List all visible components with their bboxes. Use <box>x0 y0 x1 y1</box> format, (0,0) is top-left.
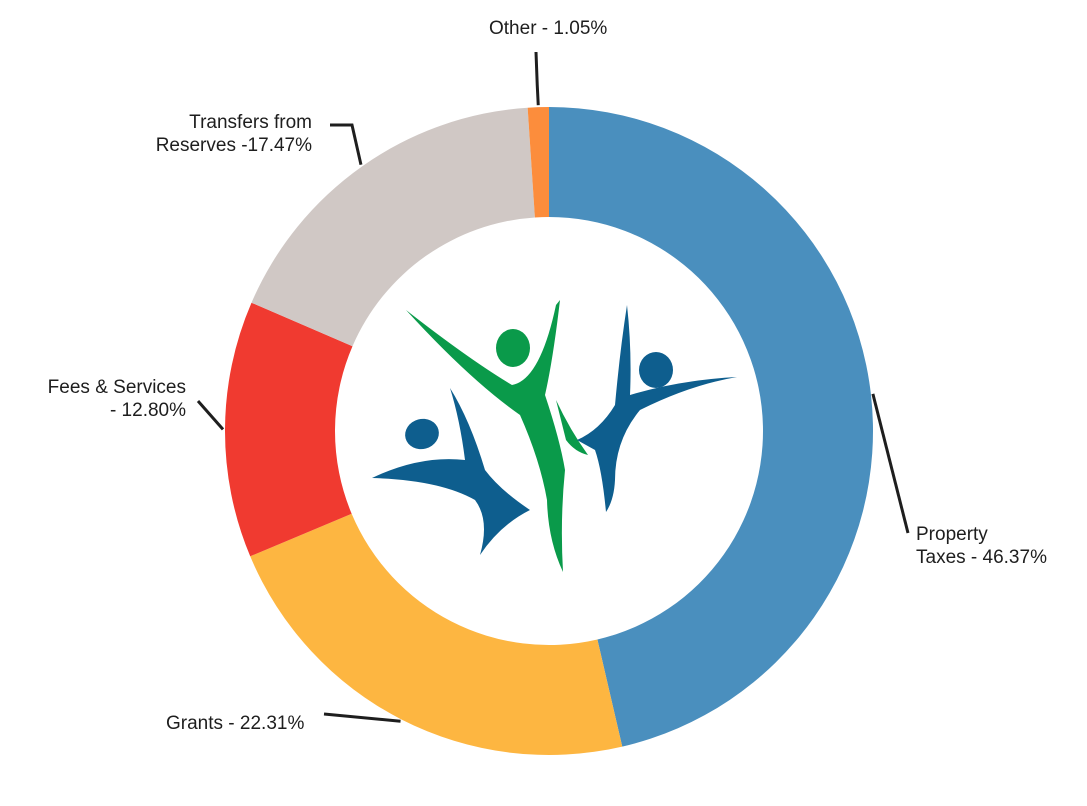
slice-fees-services <box>224 302 353 557</box>
label-line: Reserves -17.47% <box>155 135 312 156</box>
label-line: Fees & Services <box>47 377 186 398</box>
slice-property-taxes <box>549 106 874 747</box>
label-other: Other - 1.05% <box>489 17 607 40</box>
label-fees-services: Fees & Services - 12.80% <box>20 376 186 422</box>
leader-line <box>323 712 401 723</box>
label-line: Grants - 22.31% <box>166 713 305 734</box>
logo-icon <box>372 300 737 572</box>
slices-group <box>224 106 874 755</box>
label-grants: Grants - 22.31% <box>166 712 304 735</box>
label-line: Property <box>916 524 988 545</box>
label-line: - 12.80% <box>109 400 186 421</box>
leader-line <box>534 51 540 106</box>
slice-transfers-from-reserves <box>251 107 535 347</box>
label-transfers-reserves: Transfers from Reserves -17.47% <box>140 111 312 157</box>
leader-line <box>330 123 363 166</box>
leader-line <box>871 393 910 534</box>
label-line: Transfers from <box>189 112 312 133</box>
slice-grants <box>250 513 623 755</box>
label-property-taxes: Property Taxes - 46.37% <box>916 523 1047 569</box>
leader-lines <box>196 51 910 723</box>
slice-other <box>527 107 549 218</box>
leader-line <box>196 400 225 431</box>
label-line: Other - 1.05% <box>489 18 608 39</box>
label-line: Taxes - 46.37% <box>916 547 1047 568</box>
